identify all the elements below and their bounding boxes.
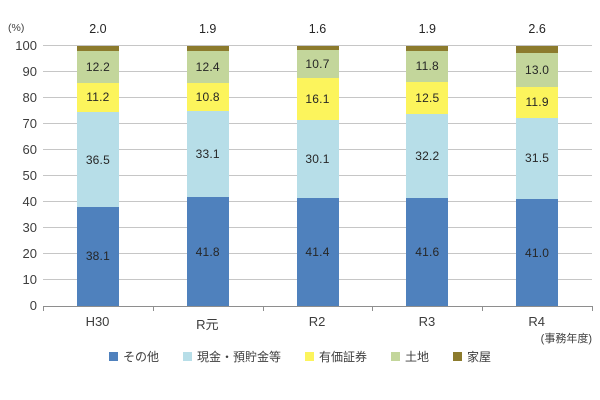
- segment-value-label: 41.4: [305, 245, 330, 260]
- segment-value-label: 30.1: [305, 152, 330, 167]
- bar-stack-R2: 41.4 30.1 16.1 10.7: [296, 46, 339, 306]
- y-axis-unit-label: (%): [8, 22, 25, 34]
- segment-value-label: 12.5: [415, 90, 440, 105]
- bar-segment: 11.8: [406, 50, 449, 82]
- y-tick-label: 0: [29, 298, 37, 313]
- x-axis-tick: [152, 306, 154, 311]
- segment-value-label: 41.0: [525, 245, 550, 260]
- segment-value-label: 32.2: [415, 148, 440, 163]
- legend-item: 家屋: [453, 348, 491, 365]
- bar-segment: 11.9: [516, 86, 559, 118]
- bar-segment: [516, 46, 559, 53]
- legend-label: その他: [122, 350, 159, 364]
- legend-swatch-icon: [453, 352, 463, 361]
- legend-label: 家屋: [467, 350, 492, 364]
- bar-stack-R4: 41.0 31.5 11.9 13.0: [516, 46, 559, 306]
- above-bar-value-label: 2.0: [89, 22, 107, 36]
- segment-value-label: 10.8: [195, 90, 220, 105]
- category-label: R3: [418, 314, 436, 329]
- x-axis-line: [43, 306, 592, 307]
- bar-segment: 10.7: [296, 50, 339, 79]
- legend: その他 現金・預貯金等 有価証券 土地 家屋: [0, 348, 600, 365]
- plot-area: 38.1 36.5 11.2 12.2 41.8 33.1 10.8 12.4 41.4 30.1…: [43, 45, 593, 311]
- gridline: [43, 45, 592, 46]
- segment-value-label: 16.1: [305, 92, 330, 107]
- bar-segment: [296, 46, 339, 51]
- segment-value-label: 41.6: [415, 244, 440, 259]
- bar-segment: 30.1: [296, 120, 339, 199]
- above-bar-value-label: 1.6: [308, 22, 327, 36]
- bar-segment: 38.1: [76, 206, 119, 306]
- bar-stack-H30: 38.1 36.5 11.2 12.2: [76, 46, 119, 306]
- category-label: R元: [196, 317, 219, 332]
- segment-value-label: 31.5: [525, 151, 550, 166]
- y-tick-label: 70: [22, 116, 37, 131]
- segment-value-label: 13.0: [525, 62, 550, 77]
- segment-value-label: 36.5: [85, 152, 110, 167]
- legend-swatch-icon: [391, 352, 400, 361]
- x-axis-tick: [262, 306, 264, 311]
- bar-segment: 31.5: [516, 117, 559, 200]
- x-axis-tick: [482, 306, 484, 311]
- segment-value-label: 12.2: [85, 60, 110, 75]
- legend-item: 土地: [391, 348, 429, 365]
- y-tick-label: 40: [22, 194, 37, 209]
- above-bar-value-label: 1.9: [418, 22, 436, 36]
- segment-value-label: 11.2: [86, 90, 110, 105]
- y-tick-label: 80: [22, 90, 37, 105]
- y-tick-label: 30: [22, 220, 37, 235]
- legend-swatch-icon: [108, 352, 118, 361]
- y-tick-label: 10: [22, 272, 37, 287]
- x-axis-tick: [372, 306, 374, 311]
- bar-segment: 41.8: [186, 197, 229, 306]
- segment-value-label: 12.4: [195, 60, 220, 75]
- legend-item: その他: [108, 348, 159, 365]
- legend-swatch-icon: [304, 352, 314, 361]
- bar-segment: 13.0: [516, 52, 559, 87]
- bar-segment: 33.1: [186, 111, 229, 198]
- x-axis-tick: [592, 306, 593, 311]
- bar-segment: 41.0: [516, 199, 559, 306]
- category-label: H30: [85, 314, 110, 329]
- x-axis-tick: [43, 306, 44, 311]
- legend-label: 有価証券: [318, 350, 367, 364]
- y-tick-label: 50: [22, 168, 37, 183]
- segment-value-label: 41.8: [195, 244, 220, 259]
- bar-segment: 41.4: [296, 198, 339, 306]
- segment-value-label: 33.1: [195, 147, 220, 162]
- segment-value-label: 11.8: [415, 59, 439, 74]
- x-axis-note: (事務年度): [540, 333, 592, 345]
- y-tick-label: 20: [22, 246, 37, 261]
- bar-segment: [186, 46, 229, 51]
- segment-value-label: 10.7: [305, 57, 330, 72]
- y-tick-label: 90: [22, 64, 37, 79]
- legend-label: 現金・預貯金等: [196, 350, 281, 364]
- segment-value-label: 38.1: [85, 249, 110, 264]
- legend-item: 有価証券: [304, 348, 367, 365]
- bar-segment: 36.5: [76, 112, 119, 207]
- bar-segment: 11.2: [76, 82, 119, 113]
- bar-stack-R元: 41.8 33.1 10.8 12.4: [186, 46, 229, 306]
- bar-segment: [76, 46, 119, 52]
- above-bar-value-label: 2.6: [528, 22, 546, 36]
- bar-segment: 10.8: [186, 83, 229, 112]
- bar-segment: 12.5: [406, 81, 449, 115]
- y-tick-label: 100: [15, 38, 37, 53]
- segment-value-label: 11.9: [525, 95, 549, 110]
- bar-segment: 32.2: [406, 114, 449, 198]
- legend-item: 現金・預貯金等: [182, 348, 281, 365]
- legend-swatch-icon: [182, 352, 192, 361]
- bar-segment: 16.1: [296, 78, 339, 121]
- bar-segment: 12.4: [186, 50, 229, 84]
- bar-segment: 12.2: [76, 51, 119, 83]
- bar-stack-R3: 41.6 32.2 12.5 11.8: [406, 46, 449, 306]
- bar-segment: [406, 46, 449, 51]
- bar-segment: 41.6: [406, 197, 449, 306]
- category-label: R4: [528, 314, 545, 329]
- category-label: R2: [308, 314, 326, 329]
- legend-label: 土地: [405, 350, 430, 364]
- y-tick-label: 60: [22, 142, 37, 157]
- above-bar-value-label: 1.9: [198, 22, 217, 36]
